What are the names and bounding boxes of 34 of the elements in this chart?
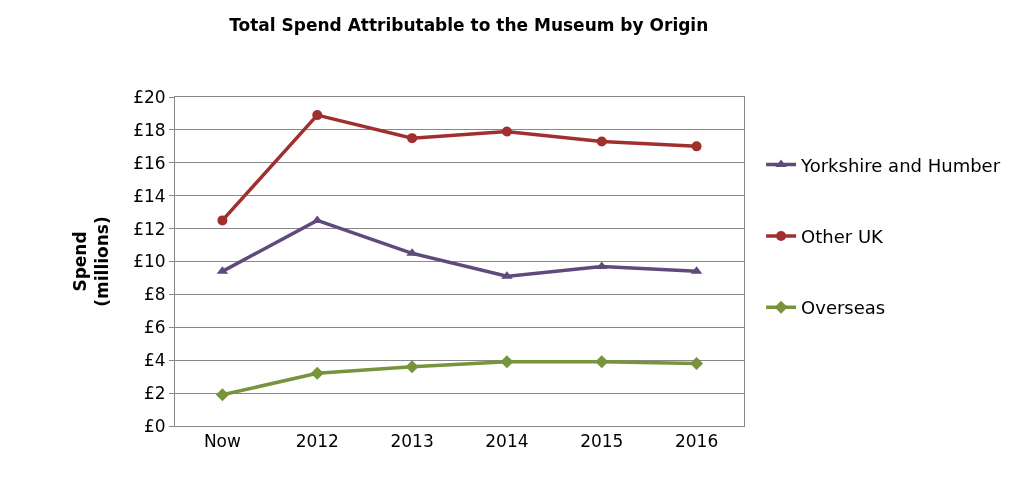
legend-label: Overseas [801, 297, 886, 319]
point [215, 388, 229, 402]
point [690, 356, 704, 370]
y-tick-label: £10 [133, 251, 166, 272]
y-tick-label: £4 [143, 350, 166, 371]
y-tick-label: £18 [133, 119, 166, 140]
point [310, 366, 324, 380]
legend-label: Yorkshire and Humber [800, 154, 1001, 176]
legend-label: Other UK [801, 225, 885, 247]
y-tick-label: £8 [143, 284, 166, 305]
point [691, 141, 702, 152]
y-tick-label: £20 [133, 86, 166, 107]
point [407, 133, 418, 144]
x-tick-label: Now [203, 431, 242, 452]
y-tick-label: £16 [133, 152, 166, 173]
point [501, 126, 512, 137]
point [217, 215, 228, 226]
x-tick-label: 2014 [485, 431, 529, 452]
chart-title: Total Spend Attributable to the Museum by Origin [229, 15, 709, 36]
point [312, 110, 323, 121]
y-tick-label: £14 [133, 185, 166, 206]
y-tick-label: £2 [143, 383, 166, 404]
y-axis-title: Spend (millions) [69, 216, 112, 307]
x-tick-label: 2012 [295, 431, 339, 452]
x-tick-label: 2015 [580, 431, 624, 452]
point [596, 136, 607, 147]
point [500, 355, 514, 369]
y-tick-label: £0 [143, 415, 166, 436]
point [595, 355, 609, 369]
x-tick-label: 2016 [674, 431, 719, 452]
y-tick-label: £6 [143, 317, 166, 338]
y-tick-label: £12 [133, 218, 166, 239]
point [405, 360, 419, 374]
x-tick-label: 2013 [390, 431, 434, 452]
